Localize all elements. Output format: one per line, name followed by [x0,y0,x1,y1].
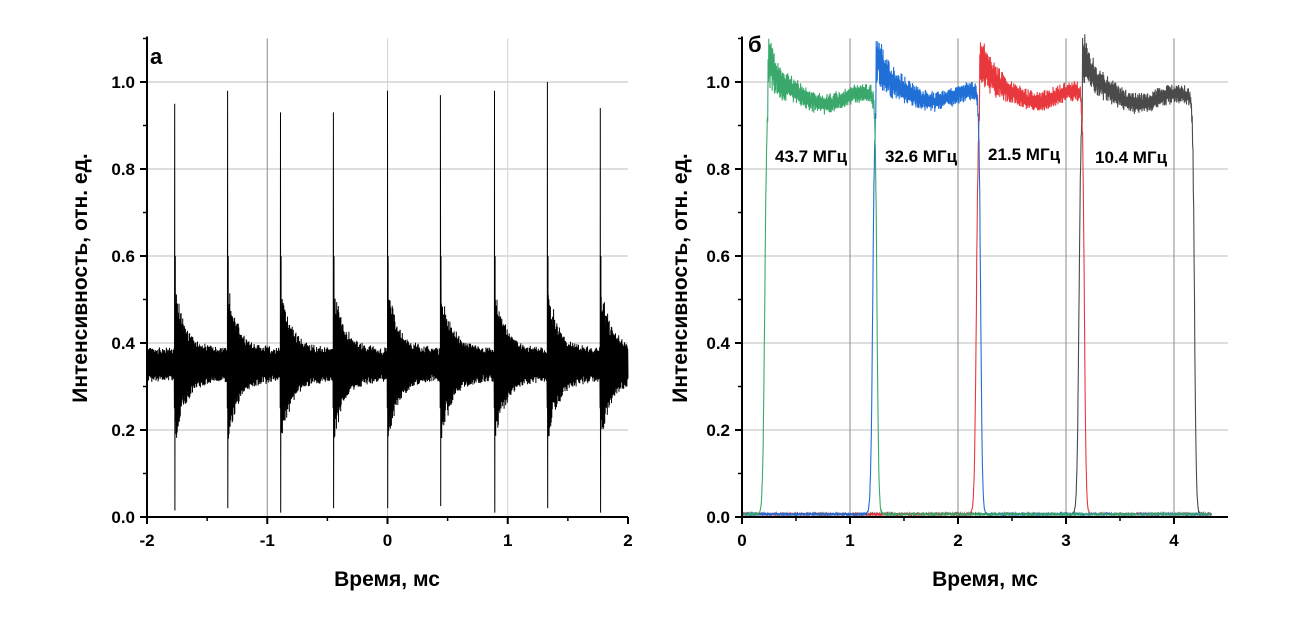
y-tick-label: 1.0 [706,73,730,92]
axes-a: 0.0 0.2 0.4 0.6 0.8 1.0 -2 -1 0 1 2 [111,36,633,550]
x-tick-label: 1 [845,531,854,550]
panel-a: 0.0 0.2 0.4 0.6 0.8 1.0 -2 -1 0 1 2 а Время, мс Ин… [69,36,633,591]
x-tick-label: -1 [260,531,275,550]
y-tick-label: 0.4 [111,334,135,353]
x-axis-label-b: Время, мс [932,568,1038,591]
x-tick-label: 2 [623,531,632,550]
x-tick-label: 3 [1061,531,1070,550]
y-tick-label: 1.0 [111,73,135,92]
series-label-43-7: 43.7 МГц [775,147,848,166]
series-label-32-6: 32.6 МГц [885,147,958,166]
plot-a-data [146,81,629,513]
x-tick-label: -2 [139,531,154,550]
y-tick-label: 0.8 [111,160,135,179]
panel-b: 0.0 0.2 0.4 0.6 0.8 1.0 0 1 2 3 4 б Время, мс Инте… [669,32,1228,591]
y-axis-label-b: Интенсивность, отн. ед. [669,153,692,403]
plot-b-data [741,34,1213,518]
pulse-trace-437 [741,38,1212,518]
y-tick-label: 0.0 [706,508,730,527]
x-tick-label: 4 [1169,531,1179,550]
series-label-10-4: 10.4 МГц [1095,148,1168,167]
panel-label-a: а [150,44,163,69]
y-tick-label: 0.2 [111,421,135,440]
grid-b [742,38,1228,517]
y-tick-label: 0.6 [111,247,135,266]
y-tick-label: 0.0 [111,508,135,527]
y-axis-label-a: Интенсивность, отн. ед. [69,153,92,403]
y-tick-label: 0.2 [706,421,730,440]
series-label-21-5: 21.5 МГц [988,145,1061,164]
x-tick-label: 1 [503,531,512,550]
y-tick-label: 0.4 [706,334,730,353]
signal-trace [146,81,629,513]
x-tick-label: 0 [737,531,746,550]
x-tick-label: 0 [383,531,392,550]
y-tick-label: 0.6 [706,247,730,266]
x-tick-label: 2 [953,531,962,550]
pulse-trace-215 [741,42,1213,518]
y-tick-label: 0.8 [706,160,730,179]
panel-label-b: б [748,32,762,57]
x-axis-label-a: Время, мс [334,568,440,591]
axes-b: 0.0 0.2 0.4 0.6 0.8 1.0 0 1 2 3 4 [706,36,1228,550]
